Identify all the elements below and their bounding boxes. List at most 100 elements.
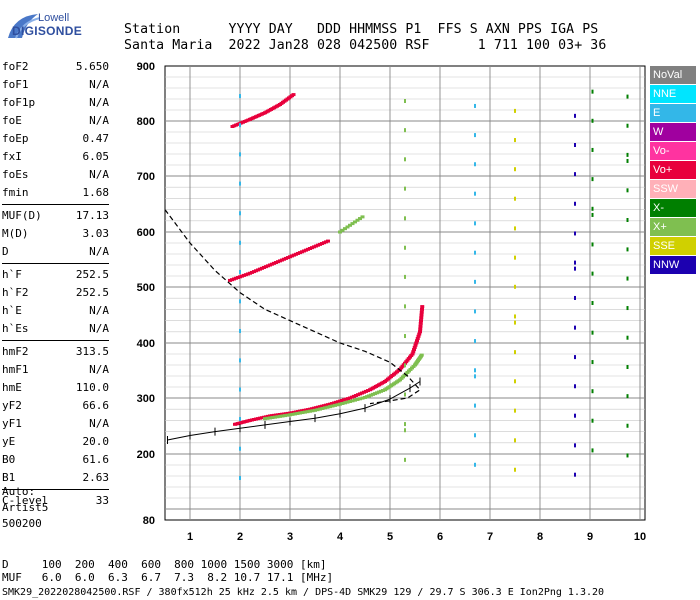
echo-point	[401, 363, 406, 367]
echo-point	[420, 307, 424, 311]
x-tick-label: 2	[237, 531, 243, 543]
param-row: yE 20.0	[2, 433, 109, 451]
echo-point	[412, 348, 416, 352]
param-row: hmF2 313.5	[2, 343, 109, 361]
echo-point	[574, 201, 576, 206]
echo-point	[626, 365, 629, 369]
echo-point	[270, 416, 275, 420]
echo-point	[345, 225, 350, 229]
echo-point	[305, 410, 310, 414]
echo-point	[419, 313, 424, 317]
param-value: N/A	[89, 114, 109, 127]
param-value: 313.5	[75, 345, 109, 358]
param-value: N/A	[89, 78, 109, 91]
echo-point	[419, 316, 424, 320]
header-row-labels: Station YYYY DAY DDD HHMMSS P1 FFS S AXN…	[124, 22, 599, 37]
echo-point	[574, 472, 576, 477]
echo-point	[290, 412, 295, 416]
param-label: MUF(D)	[2, 209, 42, 222]
param-label: foF2	[2, 60, 29, 73]
echo-point	[591, 89, 594, 94]
legend-item: Vo+	[650, 161, 696, 180]
echo-point	[404, 428, 406, 433]
x-tick-label: 10	[634, 531, 646, 543]
echo-point	[239, 329, 241, 333]
echo-point	[574, 266, 576, 271]
param-label: fxI	[2, 150, 22, 163]
echo-point	[514, 196, 516, 201]
echo-point	[295, 411, 300, 415]
echo-point	[591, 271, 594, 276]
echo-point	[591, 301, 594, 305]
echo-point	[514, 314, 516, 319]
echo-point	[404, 99, 406, 103]
param-label: h`F2	[2, 286, 29, 299]
echo-point	[343, 227, 347, 231]
echo-point	[404, 304, 406, 309]
param-label: h`E	[2, 304, 22, 317]
echo-point	[313, 408, 317, 412]
logo-text-digisonde: DIGISONDE	[12, 24, 83, 38]
param-value: N/A	[89, 363, 109, 376]
legend-item: SSW	[650, 180, 696, 199]
echo-point	[303, 410, 307, 414]
auto-software: Artist5	[2, 501, 49, 514]
param-value: N/A	[89, 417, 109, 430]
x-tick-label: 3	[287, 531, 293, 543]
param-row: D N/A	[2, 243, 109, 261]
echo-point	[474, 339, 476, 344]
echo-point	[318, 407, 322, 411]
echo-point	[514, 350, 516, 355]
echo-point	[574, 172, 576, 177]
echo-point	[626, 158, 629, 163]
echo-point	[514, 379, 516, 384]
echo-point	[626, 423, 629, 428]
echo-point	[413, 343, 418, 347]
echo-point	[514, 226, 516, 231]
echo-point	[326, 239, 330, 243]
x-tick-label: 5	[387, 531, 393, 543]
echo-point	[263, 417, 267, 421]
param-label: hmF2	[2, 345, 29, 358]
ionospheric-parameters: foF2 5.650 foF1 N/A foF1p N/A foE N/A foEp 0.47 fx…	[2, 58, 109, 510]
param-value: 5.650	[75, 60, 109, 73]
echo-point	[626, 306, 629, 311]
echo-point	[409, 354, 414, 358]
true-height-profile	[167, 381, 421, 441]
echo-point	[338, 402, 342, 406]
param-separator	[2, 338, 109, 343]
echo-point	[358, 217, 362, 221]
legend-item: SSE	[650, 237, 696, 256]
y-tick-label: 600	[137, 227, 155, 239]
echo-point	[514, 108, 516, 113]
echo-point	[418, 330, 422, 334]
param-value: 3.03	[82, 227, 110, 240]
echo-point	[514, 320, 516, 325]
echo-point	[404, 334, 406, 339]
param-row: foE N/A	[2, 112, 109, 130]
echo-point	[591, 177, 594, 182]
echo-point	[626, 94, 629, 99]
param-label: B1	[2, 471, 16, 484]
param-row: fmin 1.68	[2, 184, 109, 202]
param-value: 66.6	[82, 399, 110, 412]
param-label: h`Es	[2, 322, 29, 335]
echo-point	[514, 284, 516, 289]
echo-point	[406, 357, 411, 361]
legend-item: E	[650, 104, 696, 123]
param-row: foF2 5.650	[2, 58, 109, 76]
echo-point	[328, 405, 332, 409]
param-label: yE	[2, 435, 16, 448]
param-value: 61.6	[82, 453, 110, 466]
echo-point	[474, 133, 476, 138]
echo-point	[626, 152, 629, 157]
echo-point	[404, 186, 406, 191]
param-value: 0.47	[82, 132, 110, 145]
echo-point	[418, 327, 423, 331]
echo-point	[514, 438, 516, 443]
echo-point	[320, 406, 325, 410]
echo-point	[414, 341, 419, 345]
echo-point	[591, 360, 594, 365]
echo-point	[574, 231, 576, 236]
echo-point	[404, 360, 409, 364]
